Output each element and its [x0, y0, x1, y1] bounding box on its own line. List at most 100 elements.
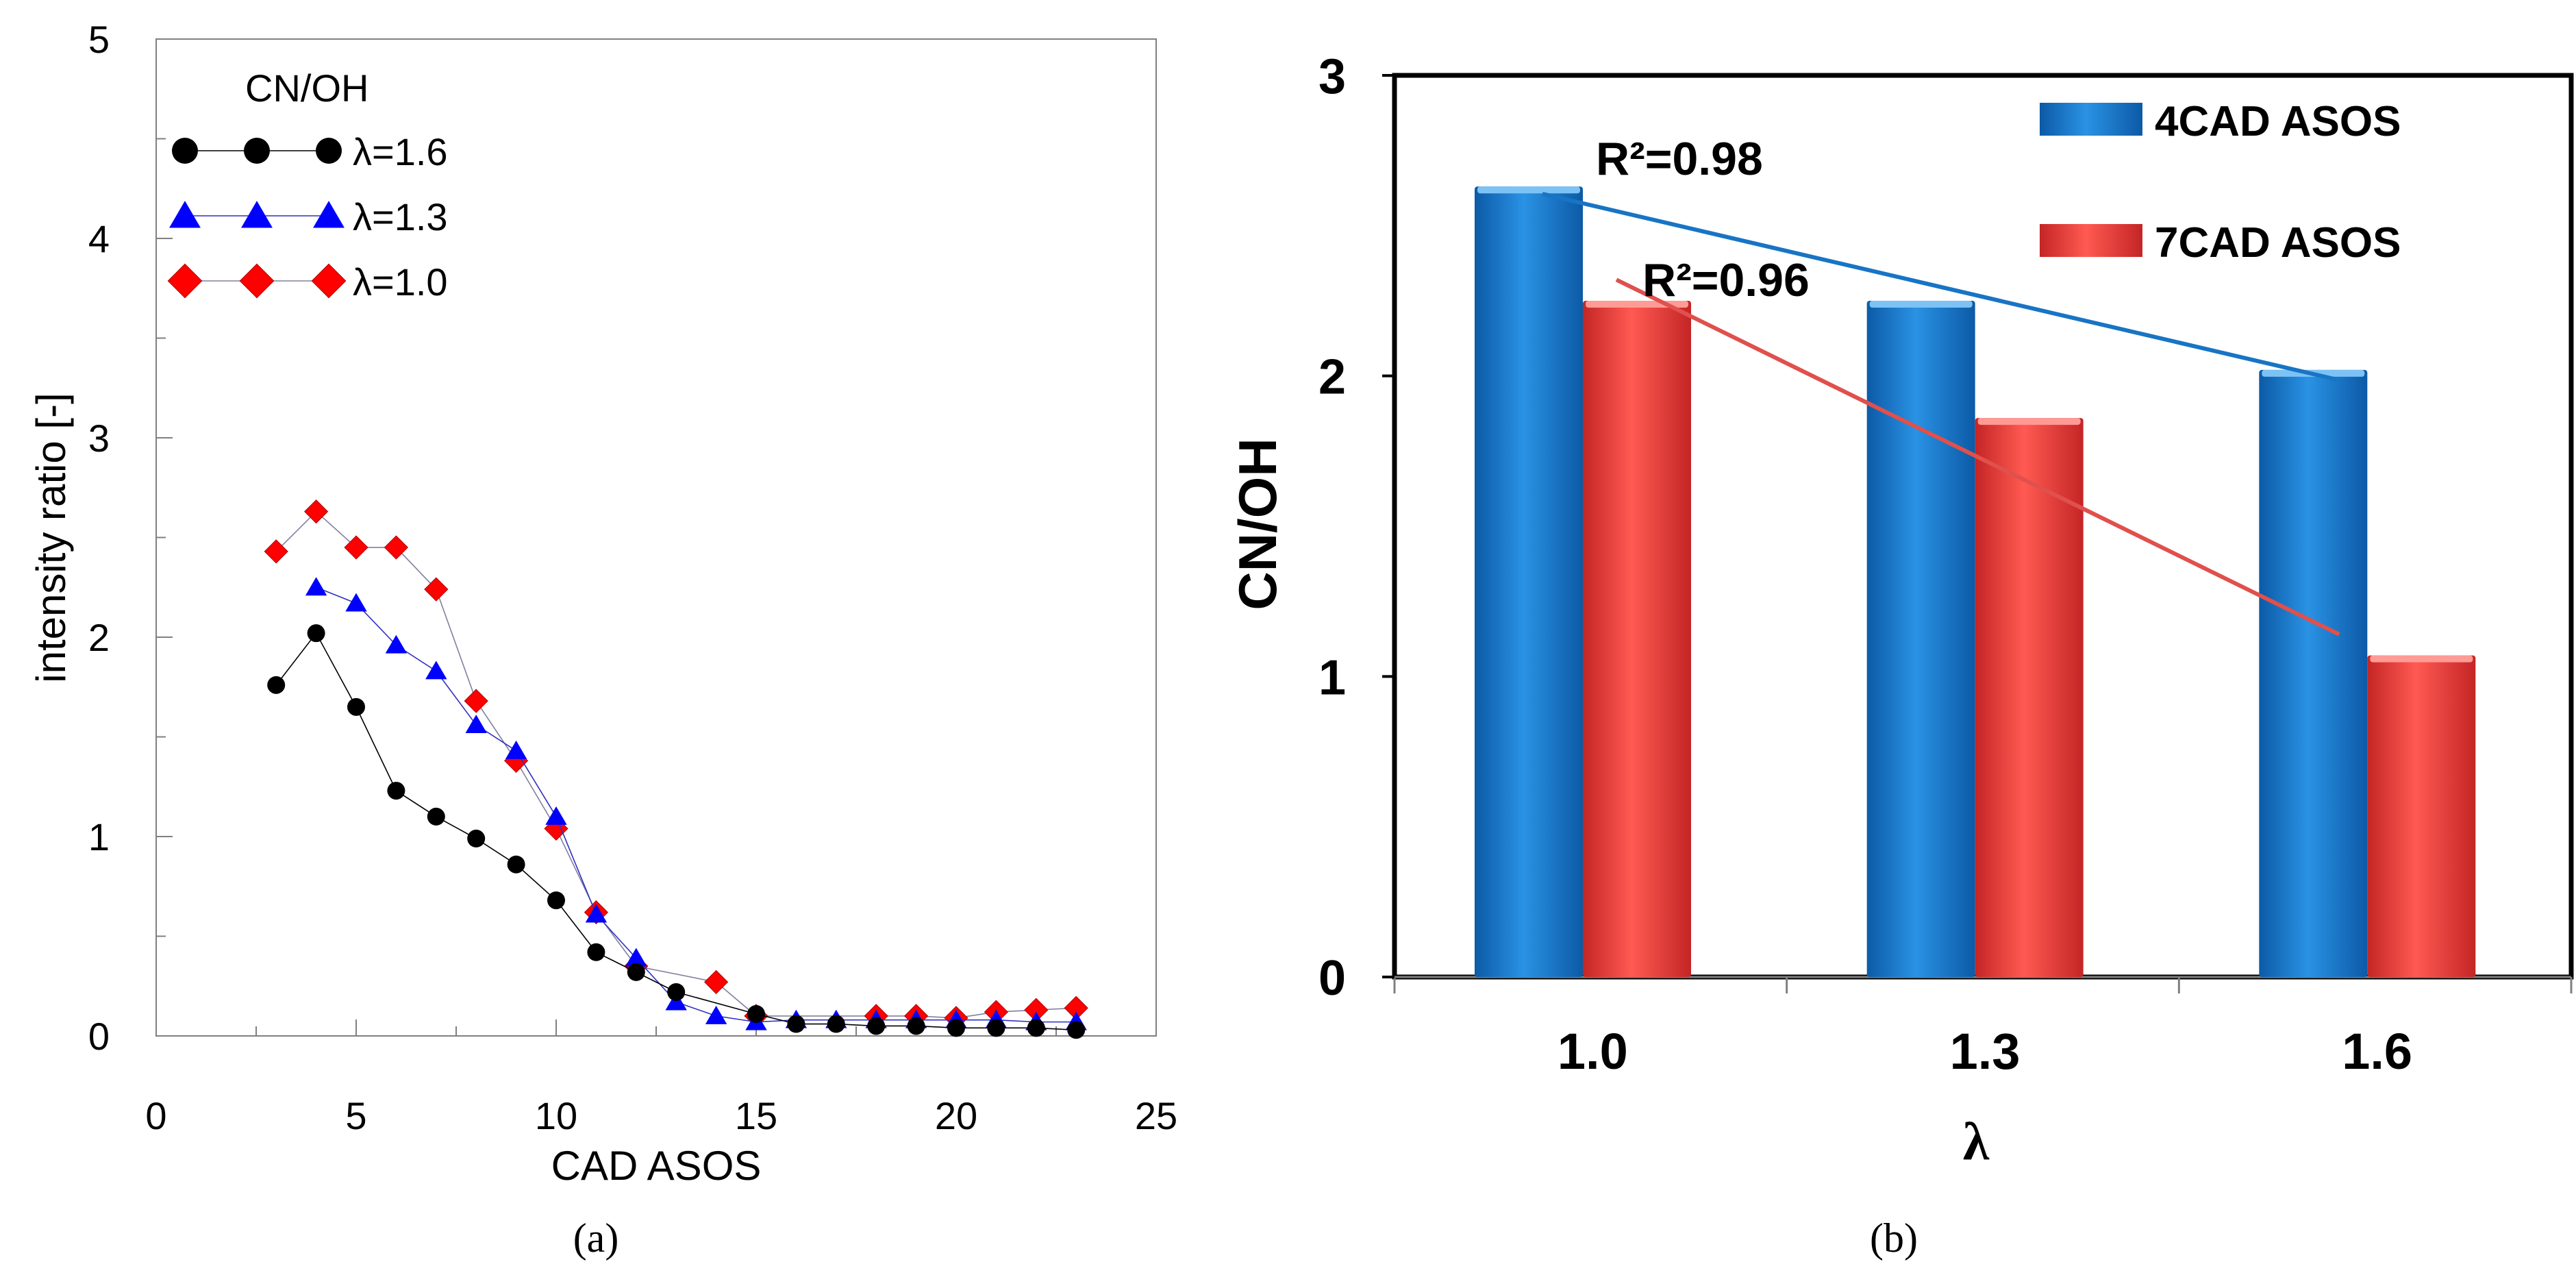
panel-a-x-tick-label: 10 [535, 1094, 577, 1137]
data-point [1067, 1021, 1086, 1039]
panel-a-y-tick-label: 4 [88, 217, 110, 260]
data-point [987, 1019, 1005, 1037]
data-point [625, 948, 647, 967]
bar-top-highlight [1477, 186, 1580, 194]
series-line-1-6 [275, 632, 1077, 1031]
legend-marker [244, 138, 270, 164]
legend-swatch-4cad [2040, 103, 2142, 136]
data-point [587, 943, 605, 961]
legend-label: λ=1.0 [353, 260, 448, 304]
data-point [347, 697, 365, 716]
panel-b-y-axis-label: CN/OH [1227, 438, 1288, 610]
series-1-3 [305, 577, 1087, 1030]
panel-b-x-tick-labels: 1.0 1.3 1.6 [1558, 1023, 2412, 1080]
panel-b-label: (b) [1870, 1215, 1918, 1261]
bar-7cad-asos-1-0 [1583, 301, 1691, 977]
data-point [344, 535, 368, 560]
panel-a-y-tick-label: 1 [88, 815, 110, 858]
legend-label: λ=1.3 [353, 195, 448, 238]
legend-item-1-3: λ=1.3 [169, 195, 448, 238]
data-point [507, 855, 525, 874]
bar-4cad-asos-1-3 [1866, 301, 1975, 977]
data-point [467, 829, 486, 848]
panel-a-axis-ticks [155, 38, 1157, 1037]
data-point [425, 660, 447, 680]
legend-marker [167, 263, 203, 299]
data-point [303, 499, 329, 524]
panel-b-x-tick-label: 1.3 [1950, 1023, 2021, 1080]
panel-a-x-tick-label: 20 [935, 1094, 977, 1137]
panel-b-bars [1475, 186, 2476, 978]
panel-b-x-tick-label: 1.6 [2342, 1023, 2412, 1080]
panel-a-legend: CN/OH λ=1.6 λ=1.3 λ=1.0 [167, 66, 448, 304]
data-point [465, 715, 487, 733]
data-point [947, 1019, 965, 1037]
bar-body [2259, 369, 2368, 977]
trendline-r2-label-4cad: R²=0.98 [1596, 133, 1763, 185]
data-point [384, 535, 409, 560]
panel-a-x-tick-label: 15 [735, 1094, 777, 1137]
bar-4cad-asos-1-0 [1475, 186, 1583, 978]
bar-body [2367, 655, 2476, 977]
series-1-0 [264, 499, 1088, 1030]
data-point [1027, 1019, 1045, 1037]
panel-a-y-tick-label: 3 [88, 417, 110, 460]
bar-top-highlight [1977, 418, 2081, 425]
data-point [547, 891, 565, 910]
panel-a-x-tick-label: 5 [345, 1094, 366, 1137]
data-point [505, 740, 527, 759]
panel-b-x-tick-label: 1.0 [1558, 1023, 1628, 1080]
legend-label: λ=1.6 [353, 130, 448, 173]
data-point [385, 634, 408, 654]
panel-b-x-axis-label: λ [1963, 1111, 1990, 1171]
panel-a-label: (a) [573, 1215, 619, 1261]
panel-a-x-tick-label: 25 [1135, 1094, 1177, 1137]
bar-body [1975, 418, 2084, 977]
data-point [464, 689, 488, 713]
panel-b-bar-chart: 0 1 2 3 1.0 1.3 1.6 λ CN/OH (b) R²=0.98 R²=0.… [1227, 49, 2574, 1261]
panel-a-legend-items: λ=1.6 λ=1.3 λ=1.0 [167, 130, 448, 304]
legend-marker [241, 201, 273, 228]
data-point [667, 982, 686, 1001]
data-point [705, 1005, 727, 1024]
panel-a-y-tick-label: 0 [88, 1015, 110, 1058]
legend-marker [311, 263, 347, 299]
panel-a-x-tick-labels: 0 5 10 15 20 25 [145, 1094, 1177, 1137]
data-point [627, 963, 645, 981]
data-point [703, 969, 729, 995]
series-line-1-0 [275, 510, 1077, 1019]
legend-marker [239, 263, 275, 299]
panel-b-trendlines [1542, 192, 2342, 636]
panel-a-y-axis-label: intensity ratio [-] [28, 393, 74, 683]
panel-a-y-tick-label: 5 [88, 18, 110, 61]
legend-marker [313, 201, 345, 228]
data-point [747, 1004, 765, 1023]
legend-marker [169, 201, 201, 228]
bar-4cad-asos-1-6 [2259, 369, 2368, 977]
panel-b-y-tick-label: 1 [1318, 650, 1346, 705]
data-point [305, 577, 327, 596]
panel-a-scatter-chart: 0 5 10 15 20 25 0 1 2 3 4 5 CAD ASOS intensity rat… [28, 18, 1177, 1261]
panel-a-plot-frame [155, 38, 1157, 1037]
legend-label-7cad: 7CAD ASOS [2155, 219, 2401, 267]
data-point [665, 991, 687, 1011]
panel-a-series [264, 499, 1088, 1039]
trendline-4cad [1542, 192, 2342, 383]
data-point [345, 593, 367, 612]
data-point [907, 1017, 925, 1035]
data-point [267, 676, 286, 694]
data-point [867, 1017, 886, 1035]
data-point [424, 577, 449, 602]
trendline-r2-label-7cad: R²=0.96 [1642, 254, 1810, 306]
legend-item-1-0: λ=1.0 [167, 260, 448, 304]
trendline-7cad [1615, 277, 2340, 636]
data-point [427, 807, 445, 826]
panel-b-y-tick-label: 0 [1318, 951, 1346, 1006]
panel-a-x-axis-label: CAD ASOS [551, 1143, 762, 1189]
legend-label-4cad: 4CAD ASOS [2155, 98, 2401, 145]
data-point [387, 782, 405, 800]
bar-top-highlight [1869, 301, 1973, 308]
panel-a-x-tick-label: 0 [145, 1094, 166, 1137]
panel-a-y-tick-label: 2 [88, 616, 110, 659]
series-line-1-3 [316, 586, 1077, 1023]
